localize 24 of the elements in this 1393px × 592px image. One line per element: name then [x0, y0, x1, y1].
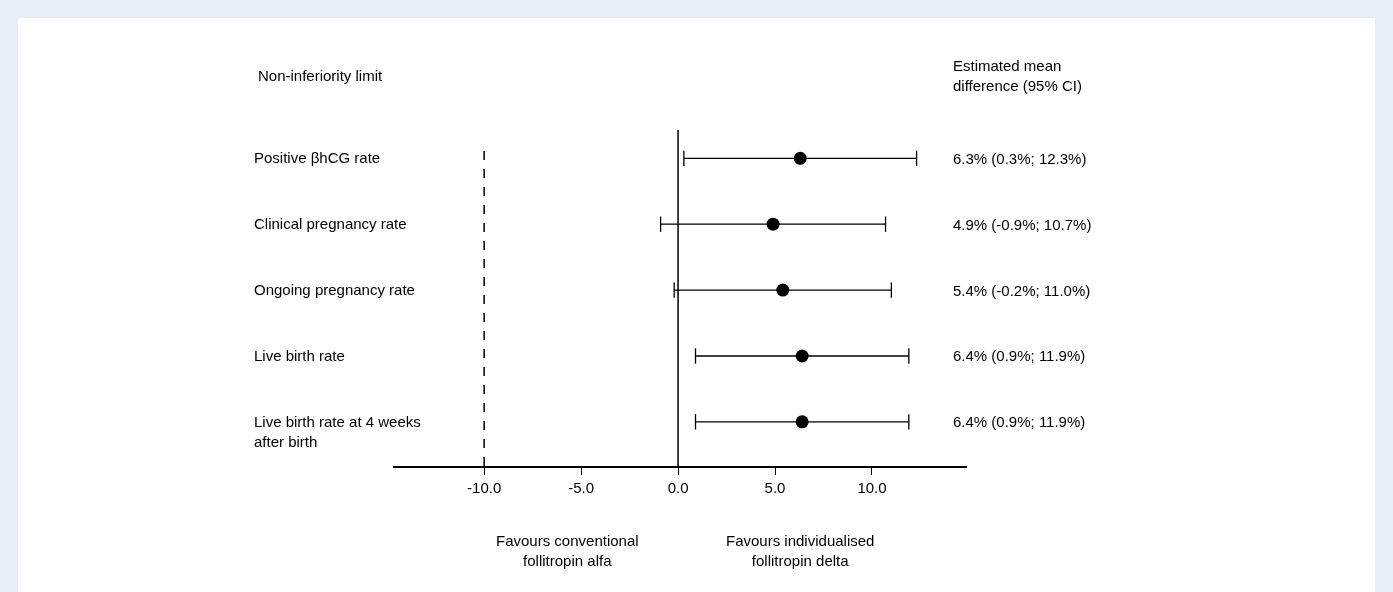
data-label: 6.4% (0.9%; 11.9%) [953, 413, 1086, 430]
text: Favours conventional follitropin alfa [496, 532, 639, 569]
y-tick-label: Live birth rate at 4 weeks after birth [254, 413, 421, 450]
x-tick-label: 5.0 [764, 478, 786, 496]
ref-line-label: Non-inferiority limit [258, 67, 384, 84]
point [793, 151, 807, 165]
point [776, 283, 790, 297]
point [795, 415, 809, 429]
x-tick-label: -10.0 [467, 478, 502, 496]
text: Favours individualised follitropin delta [726, 532, 875, 569]
data-label: 6.4% (0.9%; 11.9%) [953, 347, 1086, 364]
text: Estimated mean difference (95% CI) [953, 57, 1082, 94]
y-tick-label: Live birth rate [254, 347, 345, 364]
data-label: 6.3% (0.3%; 12.3%) [953, 150, 1087, 167]
x-tick-label: 10.0 [857, 478, 887, 496]
data-label: 5.4% (-0.2%; 11.0%) [953, 282, 1091, 299]
data-label: 4.9% (-0.9%; 10.7%) [953, 216, 1092, 233]
y-tick-label: Positive βhCG rate [254, 149, 381, 166]
x-tick-label: 0.0 [667, 478, 689, 496]
point [795, 349, 809, 363]
x-tick-label: -5.0 [568, 478, 595, 496]
y-tick-label: Ongoing pregnancy rate [254, 281, 415, 298]
point [766, 217, 780, 231]
y-tick-label: Clinical pregnancy rate [254, 215, 407, 232]
